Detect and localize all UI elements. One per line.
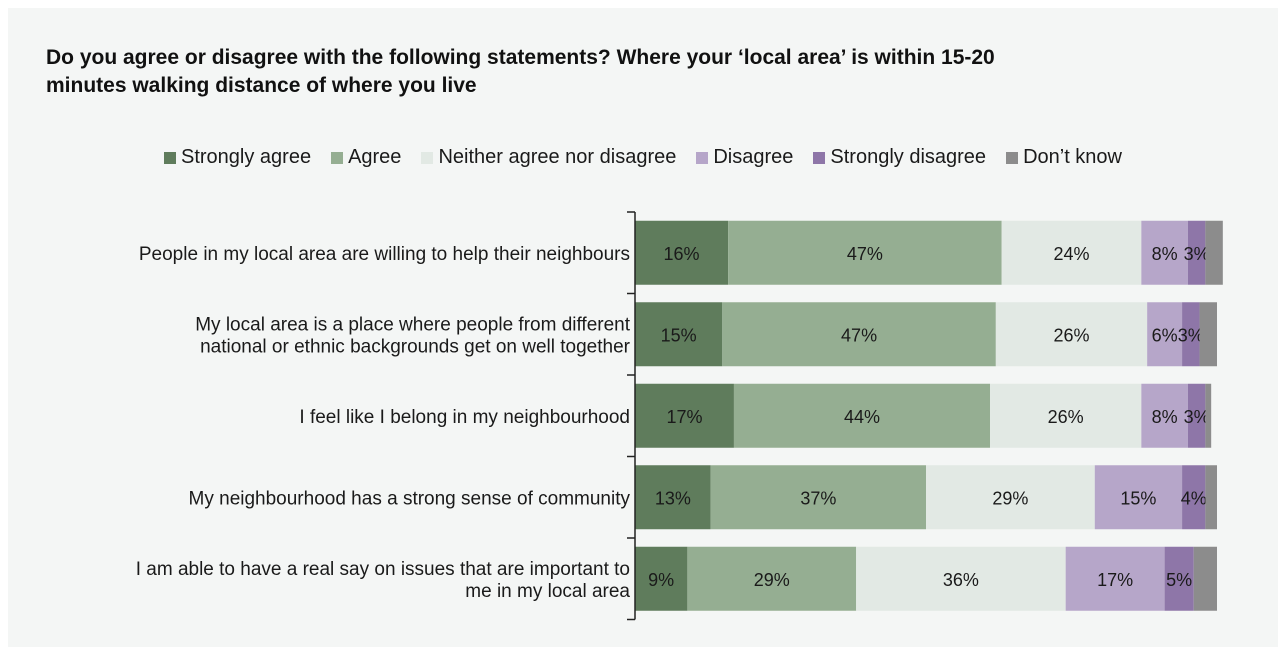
data-label: 5%	[1166, 570, 1192, 590]
data-label: 8%	[1152, 244, 1178, 264]
legend-label: Don’t know	[1023, 146, 1122, 168]
data-label: 47%	[847, 244, 883, 264]
category-label: I feel like I belong in my neighbourhood	[299, 407, 630, 428]
legend-label: Strongly agree	[180, 146, 312, 168]
bar-segment-neither-agree-nor-disagree	[856, 546, 1066, 611]
data-label: 17%	[666, 407, 702, 427]
category-label: My neighbourhood has a strong sense of c…	[189, 488, 631, 509]
bar-segment-strongly-agree	[635, 465, 711, 530]
legend-swatch	[331, 151, 344, 164]
data-label: 4%	[1181, 488, 1207, 508]
legend-swatch	[696, 151, 709, 164]
bar-segment-strongly-agree	[635, 383, 734, 448]
data-label: 16%	[664, 244, 700, 264]
data-label: 3%	[1184, 244, 1210, 264]
chart-legend: Strongly agree Agree Neither agree nor dis…	[0, 146, 1286, 169]
data-label: 44%	[844, 407, 880, 427]
bar-segment-strongly-disagree	[1187, 220, 1206, 285]
bar-segment-disagree	[1141, 383, 1188, 448]
bar-segment-strongly-agree	[635, 220, 729, 285]
bar-segment-agree	[722, 302, 996, 367]
category-label: People in my local area are willing to h…	[139, 244, 630, 265]
bar-segment-don-t-know	[1205, 465, 1217, 530]
category-label-line: I am able to have a real say on issues t…	[136, 559, 630, 580]
category-label-line: My local area is a place where people fr…	[195, 314, 630, 335]
legend-item: Strongly agree	[163, 146, 312, 169]
data-label: 15%	[661, 325, 697, 345]
bar-segment-neither-agree-nor-disagree	[1001, 220, 1142, 285]
data-label: 26%	[1048, 407, 1084, 427]
bar-segment-strongly-agree	[635, 546, 688, 611]
category-label: My local area is a place where people fr…	[195, 314, 630, 357]
legend-label: Neither agree nor disagree	[438, 146, 677, 168]
data-label: 47%	[841, 325, 877, 345]
bar-segment-don-t-know	[1193, 546, 1217, 611]
category-label-line: me in my local area	[465, 581, 630, 602]
bar-segment-strongly-disagree	[1164, 546, 1194, 611]
category-label-line: People in my local area are willing to h…	[139, 244, 630, 265]
bar-segment-disagree	[1141, 220, 1188, 285]
bar-segment-agree	[733, 383, 991, 448]
data-label: 6%	[1152, 325, 1178, 345]
bar-segment-don-t-know	[1205, 220, 1223, 285]
data-label: 17%	[1097, 570, 1133, 590]
legend-swatch	[1006, 151, 1019, 164]
data-label: 37%	[800, 488, 836, 508]
chart-title: Do you agree or disagree with the follow…	[46, 46, 995, 97]
legend-item: Strongly disagree	[813, 146, 986, 169]
data-label: 8%	[1152, 407, 1178, 427]
bar-segment-agree	[728, 220, 1002, 285]
bar-segment-agree	[710, 465, 926, 530]
data-label: 29%	[992, 488, 1028, 508]
legend-swatch	[163, 151, 176, 164]
legend-item: Disagree	[696, 146, 793, 169]
bar-segment-strongly-agree	[635, 302, 723, 367]
legend-label: Disagree	[713, 146, 794, 168]
bar-segment-disagree	[1147, 302, 1183, 367]
category-label: I am able to have a real say on issues t…	[136, 559, 631, 602]
data-label: 26%	[1053, 325, 1089, 345]
legend-label: Agree	[348, 146, 402, 168]
data-label: 36%	[943, 570, 979, 590]
bar-segment-strongly-disagree	[1182, 465, 1206, 530]
legend-swatch	[813, 151, 826, 164]
bar-segment-strongly-disagree	[1182, 302, 1200, 367]
legend-swatch	[421, 151, 434, 164]
category-label-line: I feel like I belong in my neighbourhood	[299, 407, 630, 428]
data-label: 29%	[754, 570, 790, 590]
bar-segment-don-t-know	[1205, 383, 1212, 448]
bar-segment-neither-agree-nor-disagree	[990, 383, 1142, 448]
bar-segment-strongly-disagree	[1187, 383, 1206, 448]
bar-segment-neither-agree-nor-disagree	[995, 302, 1148, 367]
data-label: 13%	[655, 488, 691, 508]
bar-segment-neither-agree-nor-disagree	[926, 465, 1095, 530]
data-label: 15%	[1120, 488, 1156, 508]
data-label: 3%	[1184, 407, 1210, 427]
bar-segment-agree	[687, 546, 857, 611]
bar-segment-disagree	[1094, 465, 1183, 530]
data-label: 24%	[1053, 244, 1089, 264]
legend-item: Don’t know	[1006, 146, 1122, 169]
data-label: 3%	[1178, 325, 1204, 345]
legend-label: Strongly disagree	[830, 146, 987, 168]
legend-item: Neither agree nor disagree	[421, 146, 676, 169]
legend-item: Agree	[331, 146, 401, 169]
category-label-line: My neighbourhood has a strong sense of c…	[189, 488, 631, 509]
bar-segment-don-t-know	[1199, 302, 1217, 367]
data-label: 9%	[648, 570, 674, 590]
category-label-line: national or ethnic backgrounds get on we…	[200, 336, 631, 357]
bar-segment-disagree	[1065, 546, 1165, 611]
